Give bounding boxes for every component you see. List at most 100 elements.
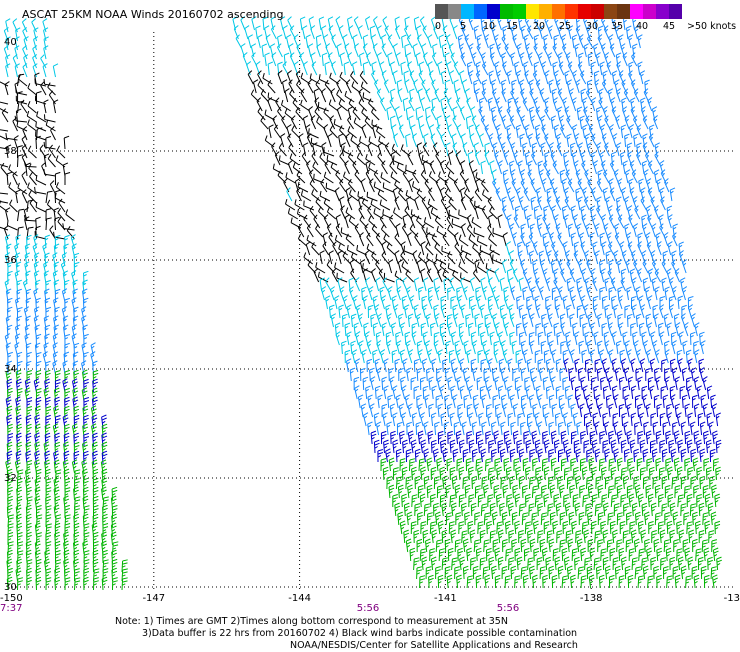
- wind-barb: [496, 466, 502, 481]
- wind-barb: [426, 457, 433, 472]
- wind-barb: [4, 333, 10, 348]
- wind-barb: [655, 376, 661, 391]
- wind-barb: [669, 502, 676, 517]
- wind-barb: [634, 566, 642, 580]
- wind-barb: [475, 547, 482, 562]
- wind-barb: [481, 205, 489, 220]
- wind-barb: [597, 403, 604, 418]
- wind-barb: [535, 385, 541, 400]
- wind-barb: [566, 421, 573, 436]
- wind-barb: [509, 196, 516, 211]
- wind-barb: [616, 142, 622, 157]
- wind-barb: [450, 529, 457, 544]
- wind-barb: [599, 458, 606, 472]
- wind-barb: [35, 121, 47, 132]
- wind-barb: [424, 394, 430, 409]
- wind-barb: [679, 386, 686, 400]
- wind-barb: [55, 514, 62, 528]
- wind-barb: [403, 245, 415, 256]
- wind-barb: [44, 369, 51, 384]
- wind-barb: [382, 209, 394, 220]
- wind-barb: [572, 322, 578, 337]
- wind-barb: [518, 196, 524, 211]
- wind-barb: [520, 340, 527, 355]
- wind-barb: [323, 198, 334, 211]
- wind-barb: [82, 477, 89, 492]
- wind-barb: [64, 387, 70, 402]
- wind-barb: [92, 468, 99, 483]
- wind-barb: [441, 245, 453, 256]
- wind-barb: [598, 97, 605, 112]
- wind-barb: [591, 466, 597, 481]
- wind-barb: [112, 577, 118, 591]
- wind-barb: [350, 340, 356, 355]
- wind-barb: [7, 387, 13, 402]
- wind-barb: [617, 178, 623, 193]
- wind-barb: [369, 403, 375, 418]
- wind-barb: [634, 205, 641, 220]
- wind-barb: [492, 254, 503, 265]
- wind-barb: [555, 304, 561, 319]
- wind-barb: [62, 378, 69, 393]
- wind-barb: [281, 115, 288, 130]
- wind-barb: [423, 421, 429, 436]
- wind-barb: [362, 295, 368, 310]
- wind-barb: [639, 439, 646, 454]
- wind-barb: [585, 394, 591, 409]
- wind-barb: [587, 367, 593, 382]
- wind-barb: [440, 412, 446, 427]
- wind-barb: [394, 250, 400, 265]
- wind-barb: [668, 439, 675, 454]
- wind-barb: [462, 142, 468, 157]
- wind-barb: [541, 178, 547, 193]
- wind-barb: [616, 430, 623, 445]
- wind-barb: [405, 133, 411, 148]
- wind-barb: [373, 208, 384, 220]
- wind-barb: [533, 205, 540, 220]
- wind-barb: [390, 151, 396, 166]
- wind-barb: [563, 494, 569, 507]
- wind-barb: [452, 367, 459, 382]
- wind-barb: [584, 331, 590, 346]
- wind-barb: [334, 262, 345, 274]
- wind-barb: [508, 557, 515, 571]
- wind-barb: [34, 486, 41, 501]
- wind-barb: [575, 79, 581, 94]
- wind-barb: [434, 242, 444, 256]
- wind-barb: [92, 477, 99, 492]
- wind-barb: [381, 160, 388, 175]
- wind-barb: [430, 493, 436, 508]
- wind-barb: [427, 198, 438, 211]
- wind-barb: [631, 502, 638, 517]
- wind-barb: [579, 484, 585, 499]
- wind-barb: [81, 306, 87, 321]
- wind-barb: [509, 394, 516, 409]
- wind-barb: [535, 106, 542, 121]
- wind-barb: [389, 403, 396, 418]
- wind-barb: [676, 349, 683, 364]
- wind-barb: [637, 268, 643, 283]
- wind-barb: [493, 484, 500, 499]
- wind-barb: [580, 430, 586, 445]
- wind-barb: [453, 313, 459, 328]
- wind-barb: [34, 432, 41, 447]
- wind-barb: [637, 34, 643, 49]
- wind-barb: [101, 576, 108, 591]
- wind-barb: [411, 466, 417, 481]
- wind-barb: [622, 530, 629, 544]
- wind-barb: [82, 405, 89, 420]
- wind-barb: [376, 421, 382, 436]
- wind-barb: [354, 277, 361, 292]
- wind-barb: [653, 169, 660, 184]
- wind-barb: [329, 304, 335, 319]
- wind-barb: [550, 259, 557, 274]
- wind-barb: [373, 181, 385, 193]
- wind-barb: [299, 16, 306, 31]
- wind-barb: [598, 349, 605, 364]
- wind-barb: [559, 539, 566, 553]
- wind-barb: [405, 164, 417, 175]
- wind-barb: [584, 557, 591, 571]
- wind-barb: [261, 43, 268, 58]
- wind-barb: [651, 277, 657, 292]
- wind-barb: [568, 511, 575, 526]
